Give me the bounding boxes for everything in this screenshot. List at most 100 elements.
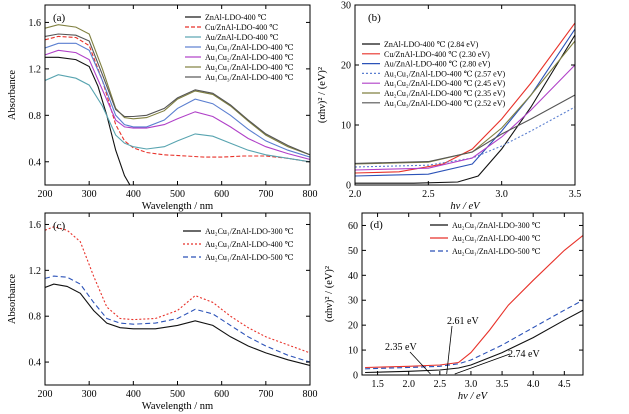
x-tick-label: 2.0 (349, 189, 362, 200)
x-axis-label: Wavelength / nm (142, 201, 213, 212)
y-tick-label: 50 (348, 246, 358, 257)
legend-label: Au₁Cu₃/ZnAl-LDO-400 ℃ (205, 73, 294, 82)
bandgap-annotation: 2.61 eV (447, 316, 479, 327)
series-line-4 (355, 106, 575, 168)
panel-label: (b) (368, 12, 381, 24)
x-tick-label: 1.5 (371, 379, 384, 390)
legend-label: Au₁Cu₂/ZnAl-LDO-400 ℃ (2.45 eV) (384, 79, 506, 88)
panel-a: 200 300 400 500 600 700 800 0.4 0.8 1.2 1.6 Wavelen… (7, 4, 318, 212)
legend-label: Au₂Cu₁/ZnAl-LDO-300 ℃ (205, 227, 294, 236)
series-line-1 (45, 283, 310, 367)
x-tick-label: 3.5 (569, 189, 582, 200)
x-tick-label: 400 (126, 189, 141, 200)
x-tick-label: 4.0 (527, 379, 540, 390)
series-line-3 (45, 74, 310, 163)
legend-label: ZnAl-LDO-400 ℃ (205, 13, 267, 22)
panel-c: 200 300 400 500 600 700 800 0.4 0.8 1.2 1.6 Wavelen… (7, 212, 318, 412)
annotation-pointer (409, 351, 431, 375)
y-axis-label: (αhν)² / (eV)² (317, 67, 328, 123)
bandgap-annotation: 2.35 eV (385, 342, 417, 353)
x-tick-label: 3.0 (465, 379, 478, 390)
x-axis-label: hν / eV (450, 201, 481, 212)
legend-label: ZnAl-LDO-400 ℃ (2.84 eV) (384, 40, 479, 49)
series-line-5 (45, 49, 310, 161)
series-line-1 (365, 309, 583, 374)
plot-frame (354, 4, 576, 186)
series-line-7 (45, 33, 310, 156)
y-tick-label: 40 (348, 271, 358, 282)
x-tick-label: 800 (303, 189, 318, 200)
series-line-4 (45, 42, 310, 158)
x-tick-label: 600 (214, 389, 229, 400)
x-tick-label: 200 (38, 389, 53, 400)
x-tick-label: 200 (38, 189, 53, 200)
series-line-6 (45, 24, 310, 156)
x-axis-label: Wavelength / nm (142, 401, 213, 412)
legend-label: Cu/ZnAl-LDO-400 ℃ (205, 23, 278, 32)
legend: ZnAl-LDO-400 ℃ (2.84 eV)Cu/ZnAl-LDO-400 … (362, 40, 506, 108)
y-tick-label: 20 (341, 61, 351, 72)
series-line-1 (355, 34, 575, 184)
x-tick-label: 2.5 (434, 379, 447, 390)
y-tick-label: 0 (353, 371, 358, 382)
y-tick-label: 0.8 (29, 111, 42, 122)
series-line-3 (365, 299, 583, 370)
legend-label: Au₂Cu₁/ZnAl-LDO-400 ℃ (452, 234, 541, 243)
y-axis-label: Absorbance (7, 70, 18, 120)
x-tick-label: 300 (82, 389, 97, 400)
series-line-3 (45, 275, 310, 363)
legend-label: Au₁Cu₃/ZnAl-LDO-400 ℃ (2.52 eV) (384, 99, 506, 108)
x-tick-label: 700 (258, 389, 273, 400)
panel-b: 2.0 2.5 3.0 3.5 0 10 20 30 hν / eV (αhν)² / (eV)²… (317, 1, 581, 213)
x-tick-label: 400 (126, 389, 141, 400)
legend-label: Au₁Cu₁/ZnAl-LDO-400 ℃ (205, 43, 294, 52)
y-axis-label: Absorbance (7, 274, 18, 324)
legend-label: Au₂Cu₁/ZnAl-LDO-300 ℃ (452, 221, 541, 230)
legend-label: Au₂Cu₁/ZnAl-LDO-400 ℃ (2.35 eV) (384, 89, 506, 98)
legend-label: Au/ZnAl-LDO-400 ℃ (2.80 eV) (384, 60, 491, 69)
annotation-pointer (454, 353, 511, 375)
series-line-7 (355, 94, 575, 164)
x-tick-label: 500 (170, 389, 185, 400)
panel-d: 1.5 2.0 2.5 3.0 3.5 4.0 4.5 0 10 20 30 40 50 60 hν / e… (324, 212, 584, 402)
legend: ZnAl-LDO-400 ℃Cu/ZnAl-LDO-400 ℃Au/ZnAl-L… (185, 13, 294, 82)
legend-label: Au₁Cu₂/ZnAl-LDO-400 ℃ (205, 53, 294, 62)
y-tick-label: 30 (341, 1, 351, 12)
annotation-pointer (446, 325, 453, 375)
y-tick-label: 1.6 (29, 18, 42, 29)
x-tick-label: 4.5 (558, 379, 571, 390)
y-tick-label: 0.8 (29, 312, 42, 323)
panel-label: (d) (370, 219, 383, 231)
y-tick-label: 0 (346, 181, 351, 192)
y-axis-label: (αhν)² / (eV)² (324, 266, 335, 322)
legend-label: Cu/ZnAl-LDO-400 ℃ (2.30 eV) (384, 50, 490, 59)
x-tick-label: 3.0 (495, 189, 508, 200)
x-axis-label: hν / eV (458, 391, 489, 402)
x-tick-label: 2.0 (402, 379, 415, 390)
y-tick-label: 10 (341, 121, 351, 132)
legend-label: Au/ZnAl-LDO-400 ℃ (205, 33, 279, 42)
legend-label: Au₁Cu₁/ZnAl-LDO-400 ℃ (2.57 eV) (384, 69, 506, 78)
y-tick-label: 0.4 (29, 157, 42, 168)
panel-label: (c) (53, 220, 66, 232)
panel-label: (a) (53, 12, 66, 24)
x-tick-label: 300 (82, 189, 97, 200)
y-tick-label: 1.2 (29, 64, 42, 75)
x-tick-label: 3.5 (496, 379, 509, 390)
bandgap-annotation: 2.74 eV (508, 349, 540, 360)
legend-label: Au₂Cu₁/ZnAl-LDO-400 ℃ (205, 63, 294, 72)
x-tick-label: 500 (170, 189, 185, 200)
legend: Au₂Cu₁/ZnAl-LDO-300 ℃ Au₂Cu₁/ZnAl-LDO-400… (430, 221, 541, 256)
series-line-2 (355, 22, 575, 174)
x-tick-label: 600 (214, 189, 229, 200)
y-tick-label: 0.4 (29, 358, 42, 369)
y-tick-label: 60 (348, 221, 358, 232)
plot-frame (361, 212, 584, 376)
x-tick-label: 800 (303, 389, 318, 400)
y-tick-label: 1.2 (29, 266, 42, 277)
series-line-2 (45, 226, 310, 354)
series-line-6 (355, 40, 575, 165)
y-tick-label: 20 (348, 321, 358, 332)
y-tick-label: 10 (348, 346, 358, 357)
